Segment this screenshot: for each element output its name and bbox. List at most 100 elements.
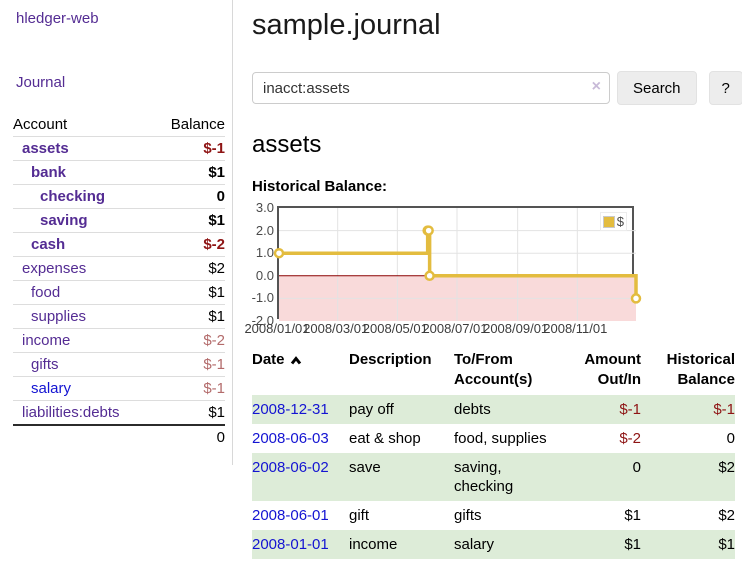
account-link[interactable]: saving	[40, 212, 88, 229]
sort-ascending-icon	[290, 356, 301, 365]
accounts-header-balance: Balance	[170, 116, 225, 133]
account-cell: expenses	[13, 257, 154, 281]
register-date-link[interactable]: 2008-06-03	[252, 430, 329, 447]
x-axis-tick-label: 2008/11/01	[543, 321, 608, 336]
account-link[interactable]: expenses	[22, 260, 87, 277]
register-date-cell: 2008-12-31	[252, 395, 349, 424]
register-accounts-cell: gifts	[454, 507, 482, 524]
account-cell: supplies	[13, 305, 154, 329]
account-cell: salary	[13, 377, 154, 401]
account-link[interactable]: salary	[31, 380, 72, 397]
main-content: sample.journal × Search ? assets Histori…	[233, 0, 742, 579]
register-balance-cell: $2	[718, 459, 735, 476]
register-header-amount: Amount Out/In	[584, 351, 641, 388]
account-row: supplies $1	[13, 304, 225, 329]
chart-plot-area: $ 3.0 2.0 1.0 0.0 -1.0 -2.0 2008/01/01 2008/03…	[244, 200, 642, 336]
account-balance: 0	[216, 188, 225, 205]
account-cell: saving	[13, 209, 154, 233]
register-amount-cell: $1	[624, 507, 641, 524]
historical-balance-chart: $ 3.0 2.0 1.0 0.0 -1.0 -2.0 2008/01/01 2008/03…	[244, 200, 642, 336]
account-cell: income	[13, 329, 154, 353]
register-date-link[interactable]: 2008-06-02	[252, 459, 329, 476]
account-cell: checking	[13, 185, 154, 209]
accounts-table: Account Balance assets $-1 bank $1 checking 0…	[13, 113, 225, 449]
account-link[interactable]: liabilities:debts	[22, 404, 120, 421]
clear-search-icon[interactable]: ×	[591, 78, 601, 95]
register-header-description: Description	[349, 351, 432, 368]
y-axis-tick-label: 0.0	[255, 267, 274, 283]
register-accounts-cell: salary	[454, 536, 495, 553]
account-link[interactable]: supplies	[31, 308, 87, 325]
x-axis-tick-label: 2008/09/01	[483, 321, 549, 336]
register-date-link[interactable]: 2008-01-01	[252, 536, 329, 553]
account-link[interactable]: gifts	[31, 356, 59, 373]
account-balance: $-1	[203, 356, 225, 373]
chart-series-svg	[273, 208, 642, 321]
account-cell: bank	[13, 161, 154, 185]
register-row: 2008-12-31 pay off debts $-1 $-1	[252, 395, 735, 424]
y-axis-labels: 3.0 2.0 1.0 0.0 -1.0 -2.0	[246, 200, 274, 328]
search-button[interactable]: Search	[617, 71, 697, 105]
y-axis-tick-label: -1.0	[251, 290, 274, 306]
account-row: cash $-2	[13, 232, 225, 257]
account-cell: cash	[13, 233, 154, 257]
register-balance-cell: $1	[718, 536, 735, 553]
register-header-row: Date Description To/From Account(s) Amou…	[252, 345, 735, 395]
register-header-date-label: Date	[252, 351, 285, 368]
account-row: bank $1	[13, 160, 225, 185]
x-axis-tick-label: 2008/03/01	[303, 321, 369, 336]
register-description-cell: save	[349, 459, 381, 476]
register-amount-cell: 0	[632, 459, 641, 476]
account-cell: liabilities:debts	[13, 401, 154, 426]
account-balance: $2	[208, 260, 225, 277]
account-row: checking 0	[13, 184, 225, 209]
account-balance: $-1	[203, 140, 225, 157]
account-row: liabilities:debts $1	[13, 400, 225, 426]
x-axis-tick-label: 2008/07/01	[422, 321, 488, 336]
register-header-balance: Historical Balance	[666, 351, 735, 388]
register-header-date[interactable]: Date	[252, 345, 349, 395]
account-link[interactable]: cash	[31, 236, 66, 253]
account-row: gifts $-1	[13, 352, 225, 377]
search-form: × Search ?	[252, 71, 742, 105]
account-link[interactable]: assets	[22, 140, 69, 157]
register-table: Date Description To/From Account(s) Amou…	[252, 345, 735, 559]
register-date-link[interactable]: 2008-12-31	[252, 401, 329, 418]
legend-label: $	[616, 214, 624, 229]
y-axis-tick-label: 2.0	[255, 222, 274, 238]
register-date-cell: 2008-06-03	[252, 424, 349, 453]
y-axis-tick-label: 3.0	[255, 200, 274, 215]
register-row: 2008-01-01 income salary $1 $1	[252, 530, 735, 559]
account-cell: assets	[13, 137, 154, 161]
page-title: sample.journal	[252, 9, 441, 41]
account-link[interactable]: food	[31, 284, 61, 301]
account-cell: food	[13, 281, 154, 305]
register-date-cell: 2008-06-01	[252, 501, 349, 530]
register-description-cell: eat & shop	[349, 430, 421, 447]
account-balance: $1	[208, 308, 225, 325]
account-balance: $-2	[203, 236, 225, 253]
account-link[interactable]: income	[22, 332, 71, 349]
journal-link[interactable]: Journal	[16, 74, 66, 91]
chart-legend: $	[599, 212, 627, 231]
accounts-total-row: 0	[13, 425, 225, 449]
register-date-link[interactable]: 2008-06-01	[252, 507, 329, 524]
legend-swatch-icon	[602, 215, 615, 228]
register-description-cell: income	[349, 536, 398, 553]
register-balance-cell: 0	[726, 430, 735, 447]
register-row: 2008-06-01 gift gifts $1 $2	[252, 501, 735, 530]
brand-link[interactable]: hledger-web	[16, 10, 99, 27]
x-axis-tick-label: 2008/01/01	[244, 321, 310, 336]
register-row: 2008-06-03 eat & shop food, supplies $-2 0	[252, 424, 735, 453]
account-row: income $-2	[13, 328, 225, 353]
account-link[interactable]: checking	[40, 188, 106, 205]
register-header-accounts: To/From Account(s)	[454, 351, 533, 388]
chart-title: Historical Balance:	[252, 178, 388, 195]
register-description-cell: pay off	[349, 401, 394, 418]
search-input[interactable]	[252, 72, 610, 104]
account-balance: $1	[208, 212, 225, 229]
account-row: saving $1	[13, 208, 225, 233]
account-link[interactable]: bank	[31, 164, 67, 181]
search-help-button[interactable]: ?	[708, 71, 742, 105]
account-balance: $-1	[203, 380, 225, 397]
